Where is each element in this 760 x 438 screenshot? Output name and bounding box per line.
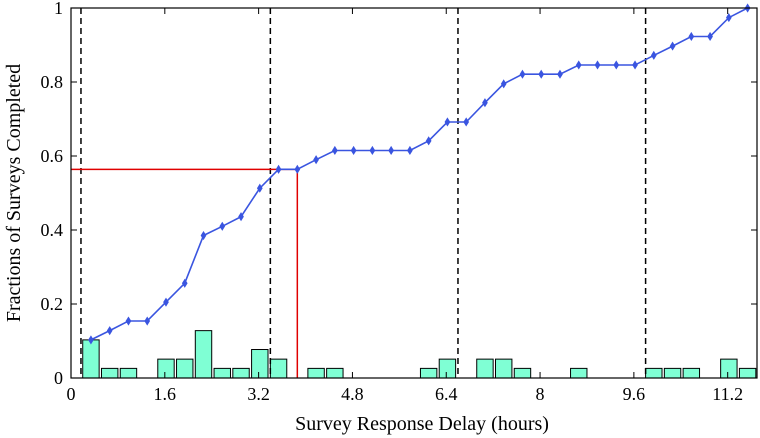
x-tick-label: 4.8	[341, 384, 364, 404]
x-tick-label: 9.6	[623, 384, 646, 404]
cdf-point	[388, 145, 394, 156]
histogram-bar	[194, 330, 213, 379]
histogram-bar	[570, 367, 588, 379]
x-tick-label: 11.2	[712, 384, 743, 404]
cdf-point	[219, 221, 226, 231]
cdf-point	[294, 164, 301, 174]
histogram-bar	[682, 367, 701, 379]
cdf-point	[331, 145, 338, 156]
histogram-bar	[307, 367, 325, 379]
histogram-bar	[494, 358, 513, 379]
histogram-bar	[251, 349, 269, 379]
x-tick-label: 3.2	[247, 384, 270, 404]
cdf-point	[500, 79, 507, 89]
x-tick-label: 0	[67, 384, 76, 404]
cdf-point	[463, 117, 470, 127]
histogram-bar	[326, 367, 344, 379]
y-tick-label: 0	[54, 368, 63, 388]
cdf-point	[613, 60, 620, 70]
histogram-bar	[82, 339, 100, 379]
cdf-point	[425, 136, 432, 146]
histogram-bar	[720, 358, 738, 379]
cdf-point	[575, 60, 582, 70]
cdf-point	[632, 60, 638, 70]
plot-frame	[70, 7, 758, 379]
cdf-point	[688, 31, 695, 42]
cdf-point	[275, 164, 282, 174]
histogram-bar	[176, 358, 194, 379]
histogram-bar	[119, 367, 138, 379]
histogram-bar	[738, 367, 757, 379]
histogram-bar	[269, 358, 288, 379]
cdf-point	[650, 50, 657, 60]
histogram-bar	[232, 367, 250, 379]
x-tick-label: 1.6	[154, 384, 177, 404]
red-marker-lines	[71, 168, 299, 378]
cdf-point	[407, 145, 413, 156]
x-axis-label: Survey Response Delay (hours)	[295, 413, 549, 435]
cdf-point	[444, 117, 451, 127]
cdf-point	[707, 31, 713, 42]
axis-ticks: 0 1.6 3.2 4.8 6.4 8 9.6 11.2 0 0.2 0.4 0.6 0.8 1	[41, 0, 757, 404]
y-axis-label: Fractions of Surveys Completed	[3, 64, 25, 322]
cdf-point	[313, 155, 319, 165]
y-tick-label: 0.6	[41, 146, 64, 166]
histogram-bar	[513, 367, 532, 379]
histogram-bar	[100, 367, 119, 379]
dashed-vertical-lines	[80, 8, 647, 378]
cdf-point	[181, 278, 188, 288]
histogram-bar	[419, 367, 438, 379]
cdf-point	[726, 13, 732, 23]
histogram-bar	[213, 367, 231, 379]
y-tick-label: 0.8	[41, 72, 64, 92]
histogram-bar	[645, 367, 663, 379]
cdf-point	[538, 69, 545, 79]
cdf-point	[369, 145, 376, 156]
cdf-point	[163, 297, 169, 307]
y-tick-label: 0.4	[41, 220, 64, 240]
cdf-point	[350, 145, 357, 156]
histogram-bar	[476, 358, 494, 379]
cdf-point	[256, 183, 263, 193]
histogram-bars	[82, 330, 757, 379]
cdf-point	[482, 98, 488, 108]
histogram-bar	[157, 358, 175, 379]
cdf-point	[557, 69, 563, 79]
x-tick-label: 6.4	[435, 384, 458, 404]
y-tick-label: 0.2	[41, 294, 64, 314]
cdf-point	[106, 326, 113, 336]
cdf-point	[669, 41, 676, 51]
cdf-point	[238, 212, 244, 222]
y-tick-label: 1	[54, 0, 63, 18]
x-tick-label: 8	[536, 384, 545, 404]
cdf-point	[200, 230, 207, 241]
histogram-bar	[438, 358, 457, 379]
cdf-point	[144, 316, 151, 326]
cdf-point	[594, 60, 601, 70]
histogram-bar	[663, 367, 682, 379]
cdf-point	[519, 69, 526, 79]
cdf-line	[90, 7, 748, 341]
cdf-series	[88, 3, 751, 345]
cdf-point	[88, 335, 94, 345]
cdf-point	[125, 316, 132, 326]
